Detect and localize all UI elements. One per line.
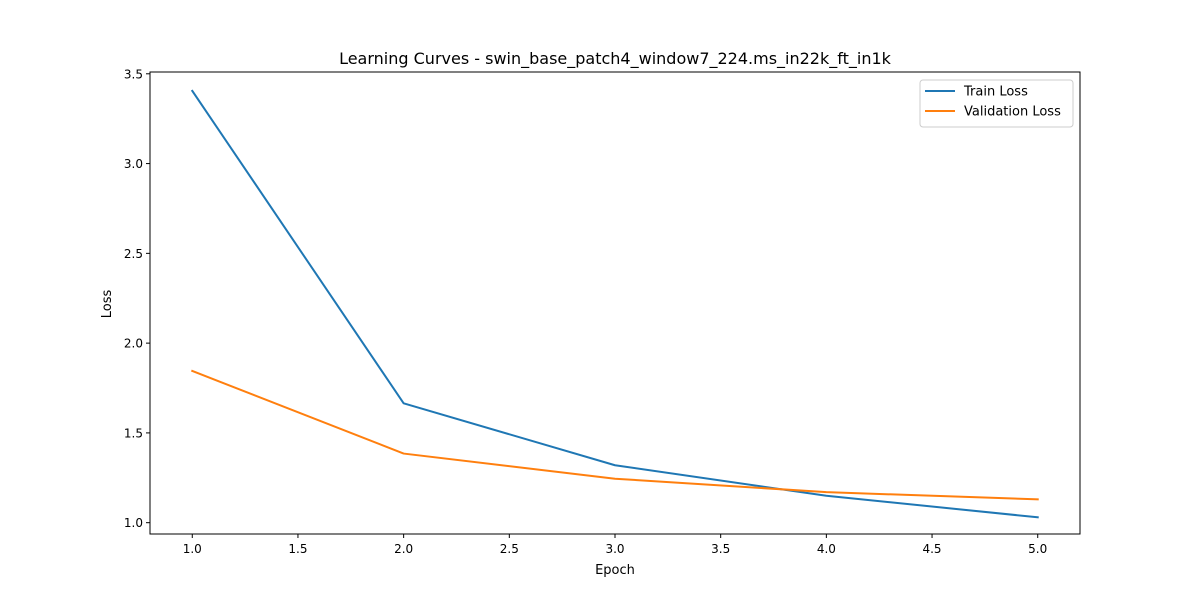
y-axis-ticks: 1.0 1.5 2.0 2.5 3.0 3.5 <box>124 67 150 530</box>
x-tick-label: 5.0 <box>1028 542 1047 556</box>
x-tick-label: 2.5 <box>500 542 519 556</box>
x-axis-label: Epoch <box>595 563 635 578</box>
y-tick-label: 1.5 <box>124 426 143 440</box>
x-tick-label: 3.5 <box>711 542 730 556</box>
x-axis-ticks: 1.0 1.5 2.0 2.5 3.0 3.5 4.0 4.5 5.0 <box>183 534 1047 556</box>
series-line-train-loss <box>190 89 1039 519</box>
series-lines <box>190 89 1039 519</box>
x-tick-label: 4.0 <box>817 542 836 556</box>
series-line-validation-loss <box>190 369 1039 501</box>
y-tick-label: 2.5 <box>124 247 143 261</box>
x-tick-label: 3.0 <box>605 542 624 556</box>
legend-train-loss-label: Train Loss <box>963 85 1028 100</box>
y-tick-label: 2.0 <box>124 337 143 351</box>
chart-title: Learning Curves - swin_base_patch4_windo… <box>339 49 892 69</box>
legend-box <box>919 79 1074 128</box>
y-tick-label: 3.0 <box>124 157 143 171</box>
x-tick-label: 1.5 <box>288 542 307 556</box>
x-tick-label: 1.0 <box>183 542 202 556</box>
legend-validation-loss-label: Validation Loss <box>964 105 1061 120</box>
x-tick-label: 2.0 <box>394 542 413 556</box>
y-tick-label: 3.5 <box>124 67 143 81</box>
y-tick-label: 1.0 <box>124 516 143 530</box>
x-tick-label: 4.5 <box>922 542 941 556</box>
y-axis-label: Loss <box>100 290 115 319</box>
legend: Train Loss Validation Loss <box>919 79 1074 128</box>
